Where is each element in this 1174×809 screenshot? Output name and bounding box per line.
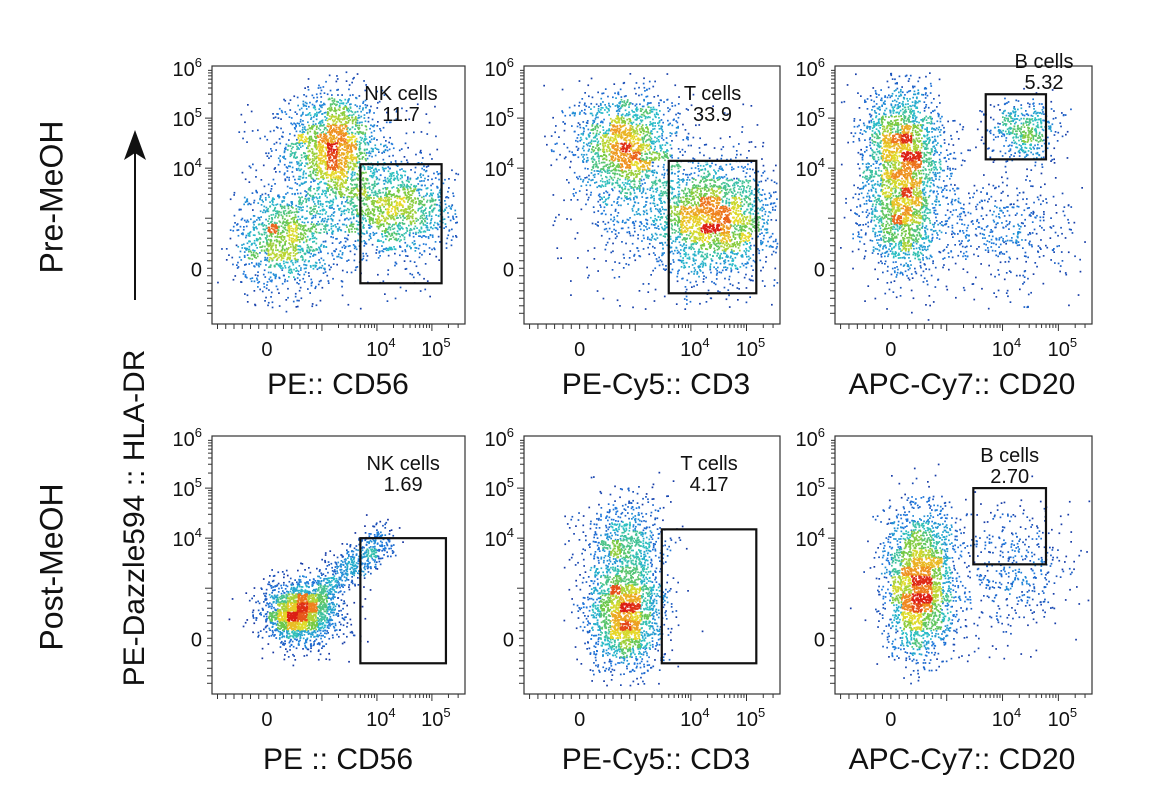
x-tick-label: 104 [366,335,395,361]
x-tick-label: 105 [421,335,450,361]
x-tick-label: 0 [885,339,896,361]
axis-ticks-pre-nk [205,69,459,331]
gate-percent-pre-b: 5.32 [1025,72,1064,94]
x-tick-label: 105 [736,705,765,731]
y-tick-label: 0 [814,629,825,651]
plot-frame-post-b [834,435,1093,695]
y-tick-label: 0 [503,629,514,651]
gate-percent-pre-nk: 11.7 [382,104,419,126]
gate-post-nk [359,537,448,665]
axis-ticks-post-t [517,439,774,701]
y-axis-arrow-icon [124,130,146,300]
y-tick-label: 106 [796,55,825,81]
axis-ticks-pre-t [517,69,774,331]
y-tick-label: 104 [485,155,514,181]
gate-name-post-b: B cells [980,445,1039,467]
y-tick-label: 105 [485,475,514,501]
x-tick-label: 0 [574,339,585,361]
gate-name-pre-t: T cells [684,83,741,105]
xlabel-post-t: PE-Cy5:: CD3 [562,743,750,777]
x-tick-label: 105 [421,705,450,731]
gate-pre-t [667,159,758,295]
gate-name-post-nk: NK cells [366,453,439,475]
y-tick-label: 104 [173,155,202,181]
x-tick-label: 0 [261,339,272,361]
data-points-post-b [849,463,1091,685]
x-tick-label: 104 [992,705,1021,731]
y-tick-label: 105 [796,475,825,501]
gate-name-pre-b: B cells [1015,51,1074,73]
gate-percent-post-t: 4.17 [690,474,729,496]
y-tick-label: 106 [485,55,514,81]
xlabel-post-nk: PE :: CD56 [263,743,413,777]
x-tick-label: 0 [885,709,896,731]
gate-pre-nk [359,163,443,285]
x-tick-label: 105 [736,335,765,361]
xlabel-pre-t: PE-Cy5:: CD3 [562,368,750,402]
axis-ticks-pre-b [828,69,1086,331]
y-tick-label: 104 [796,525,825,551]
y-tick-label: 106 [173,425,202,451]
xlabel-post-b: APC-Cy7:: CD20 [849,743,1076,777]
gate-name-post-t: T cells [680,453,737,475]
y-tick-label: 106 [173,55,202,81]
gate-post-t [660,528,758,665]
y-tick-label: 0 [814,259,825,281]
y-tick-label: 104 [796,155,825,181]
x-tick-label: 0 [261,709,272,731]
data-points-post-t [563,471,704,687]
y-tick-label: 0 [191,259,202,281]
x-tick-label: 104 [680,335,709,361]
gate-percent-post-b: 2.70 [990,466,1029,488]
y-tick-label: 105 [796,105,825,131]
gate-percent-pre-t: 33.9 [693,104,732,126]
gate-percent-post-nk: 1.69 [384,474,423,496]
x-tick-label: 105 [1048,335,1077,361]
x-tick-label: 105 [1048,705,1077,731]
y-tick-label: 104 [173,525,202,551]
data-points-post-nk [228,514,404,667]
x-tick-label: 104 [366,705,395,731]
x-tick-label: 104 [680,705,709,731]
gate-name-pre-nk: NK cells [364,83,437,105]
data-points-pre-nk [217,71,460,313]
xlabel-pre-b: APC-Cy7:: CD20 [849,368,1076,402]
axis-ticks-post-nk [205,439,459,701]
y-tick-label: 0 [191,629,202,651]
y-tick-label: 106 [485,425,514,451]
y-tick-label: 105 [173,105,202,131]
y-tick-label: 106 [796,425,825,451]
y-tick-label: 105 [485,105,514,131]
data-points-pre-t [543,73,779,310]
xlabel-pre-nk: PE:: CD56 [267,368,409,402]
data-points-pre-b [840,72,1086,321]
gate-pre-b [984,93,1048,161]
y-tick-label: 104 [485,525,514,551]
x-tick-label: 0 [574,709,585,731]
y-tick-label: 105 [173,475,202,501]
axis-ticks-post-b [828,439,1086,701]
x-tick-label: 104 [992,335,1021,361]
gate-post-b [972,487,1048,566]
y-tick-label: 0 [503,259,514,281]
